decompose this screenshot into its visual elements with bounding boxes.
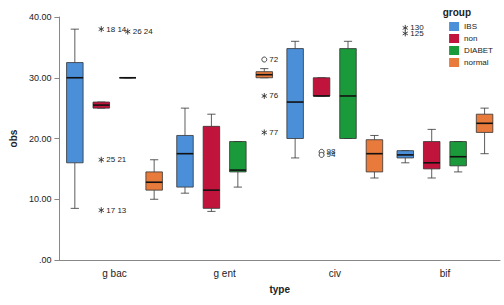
svg-text:10.00: 10.00 xyxy=(29,194,52,204)
svg-text:17 13: 17 13 xyxy=(106,206,127,215)
svg-text:25 21: 25 21 xyxy=(106,155,127,164)
svg-text:72: 72 xyxy=(269,55,278,64)
svg-text:DIABET: DIABET xyxy=(464,46,493,55)
svg-text:77: 77 xyxy=(269,128,278,137)
svg-text:20.00: 20.00 xyxy=(29,134,52,144)
svg-text:.00: .00 xyxy=(39,255,52,265)
svg-text:18 14: 18 14 xyxy=(106,25,127,34)
svg-text:non: non xyxy=(464,34,477,43)
svg-text:94: 94 xyxy=(327,150,336,159)
svg-text:125: 125 xyxy=(410,29,424,38)
svg-text:IBS: IBS xyxy=(464,22,477,31)
svg-text:76: 76 xyxy=(269,91,278,100)
svg-text:type: type xyxy=(269,284,290,295)
svg-text:civ: civ xyxy=(329,268,341,279)
svg-text:30.00: 30.00 xyxy=(29,73,52,83)
svg-text:g bac: g bac xyxy=(102,268,126,279)
svg-text:bif: bif xyxy=(440,268,451,279)
svg-text:40.00: 40.00 xyxy=(29,12,52,22)
svg-text:normal: normal xyxy=(464,58,489,67)
svg-text:group: group xyxy=(443,7,471,18)
svg-text:obs: obs xyxy=(8,129,19,147)
svg-text:g ent: g ent xyxy=(214,268,236,279)
svg-text:26 24: 26 24 xyxy=(133,27,154,36)
